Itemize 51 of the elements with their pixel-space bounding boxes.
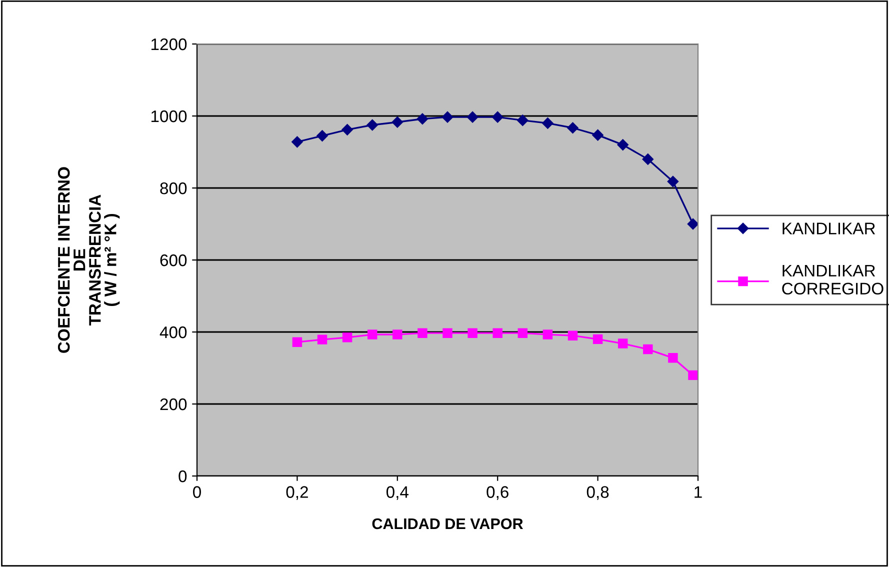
point (466, 111, 478, 123)
x-tick-label: 0,4 (386, 486, 408, 500)
point (492, 328, 502, 338)
x-tick-label: 0 (193, 486, 201, 498)
y-tick-label: 0 (178, 470, 187, 482)
point (617, 139, 628, 150)
y-tick-label: 600 (160, 254, 187, 266)
point (492, 111, 504, 123)
point (618, 338, 628, 348)
point (592, 129, 604, 141)
point (667, 176, 679, 188)
point (542, 118, 554, 129)
point (592, 334, 603, 344)
point (517, 114, 528, 126)
x-tick-label: 0,8 (586, 486, 609, 500)
point (442, 111, 454, 123)
point (366, 119, 378, 131)
x-axis-title: CALIDAD DE VAPOR (372, 518, 524, 530)
point (688, 370, 698, 380)
y-tick-label: 1000 (151, 110, 187, 122)
point (392, 116, 404, 128)
y-tick-label: 400 (160, 326, 187, 338)
point (542, 330, 553, 340)
point (568, 330, 578, 340)
x-tick-label: 0,6 (486, 486, 508, 500)
x-tick-label: 0,2 (286, 486, 308, 500)
point (342, 332, 352, 342)
point (416, 113, 428, 124)
y-axis-title: COEFCIENTE INTERNO DE TRANSFRENCIA ( W / m² °K ) (58, 167, 120, 353)
point (468, 328, 478, 338)
y-tick-label: 200 (160, 398, 187, 410)
point (567, 122, 578, 134)
point (292, 337, 302, 347)
legend-label: KANDLIKAR CORREGIDO (782, 264, 884, 295)
legend-label: KANDLIKAR (782, 222, 876, 234)
point (668, 353, 678, 363)
y-tick-label: 800 (160, 182, 187, 194)
point (442, 328, 452, 338)
point (317, 334, 328, 344)
point (292, 136, 303, 148)
point (316, 130, 328, 142)
x-tick-label: 1 (694, 486, 702, 498)
y-tick-label: 1200 (151, 38, 187, 50)
point (642, 154, 654, 165)
point (418, 328, 428, 338)
point (367, 330, 378, 340)
point (687, 218, 698, 230)
point (392, 330, 402, 340)
point (342, 124, 353, 136)
point (518, 328, 528, 338)
point (643, 344, 653, 354)
